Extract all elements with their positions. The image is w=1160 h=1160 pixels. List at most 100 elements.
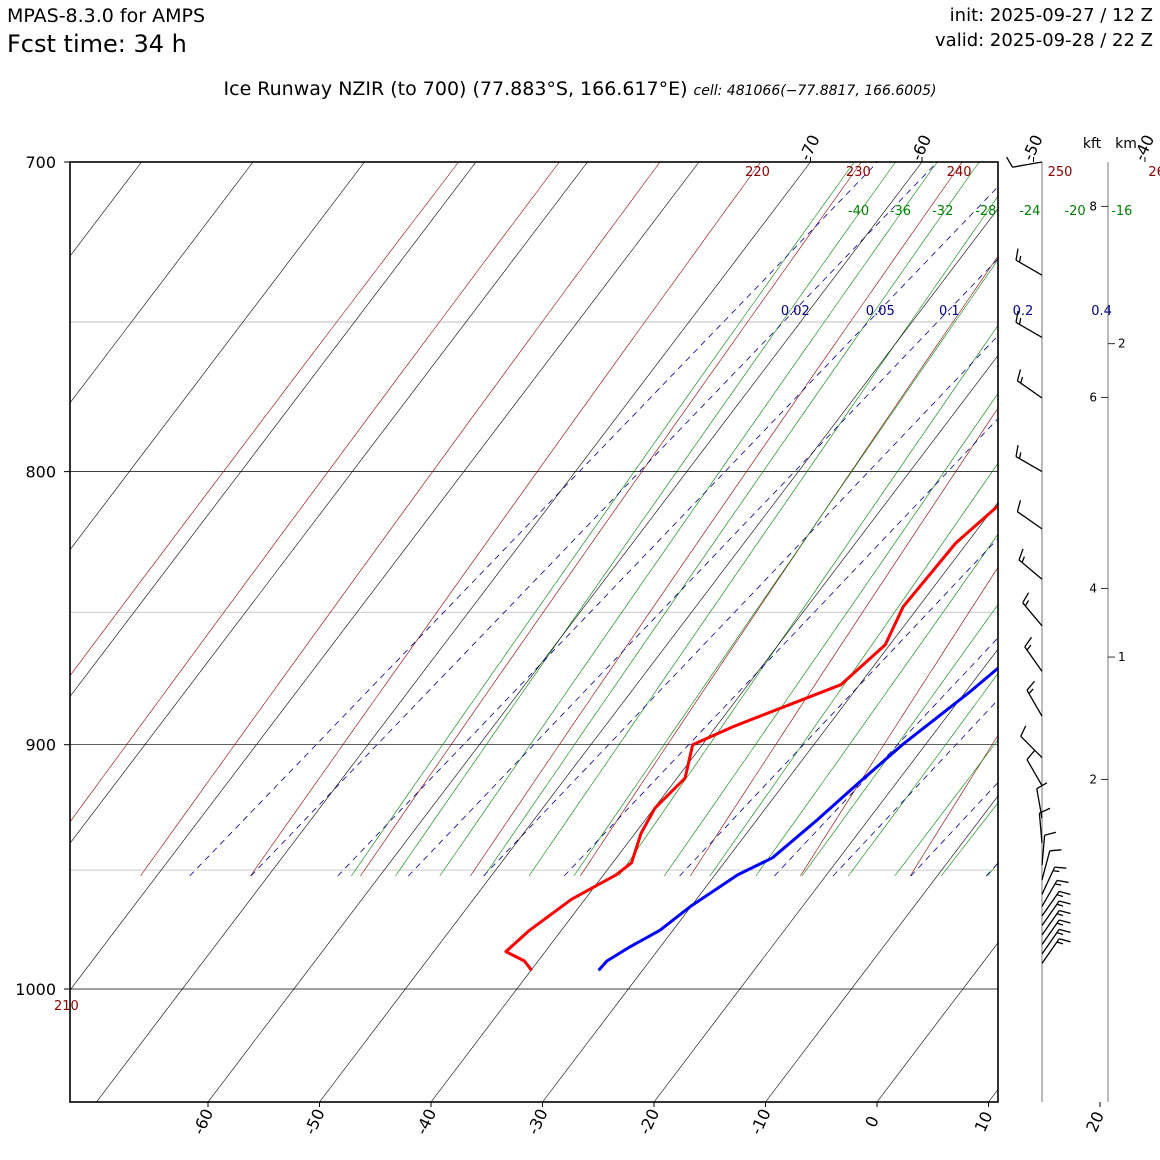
dry-adiabat-line [800,566,998,877]
wind-barb-feather [1059,900,1071,905]
dry-adiabat-line [470,162,963,877]
wind-barb-feather [1016,500,1022,512]
isotherm-line [70,162,365,551]
wind-barb-feather [1024,636,1033,648]
wind-barb-shaft [1041,900,1060,926]
moist-adiabat-line [351,162,855,877]
mixing-ratio-line [483,335,998,877]
wind-barb-feather [1020,725,1027,737]
dry-adiabat-line [909,734,998,877]
pressure-tick-label: 900 [25,736,56,755]
wind-barb-shaft [1041,891,1060,917]
wind-barb-feather [1018,548,1024,561]
valid-time: valid: 2025-09-28 / 22 Z [935,30,1153,51]
isotherm-line [70,162,477,698]
wind-barb-half-feather [1020,376,1024,384]
cell-label: cell: 481066(−77.8817, 166.6005) [693,83,937,99]
wind-barb-half-feather [1052,870,1060,873]
isotherm-line [70,162,588,844]
isotherm-line [0,162,30,1102]
wind-barb-shaft [1038,813,1043,844]
bottom-tick-label: -40 [412,1106,440,1138]
mixing-ratio-label: 0.2 [1013,304,1034,319]
dry-adiabat-line [70,162,560,823]
moist-adiabat-line [663,392,998,877]
wind-barb-shaft [1036,788,1043,819]
wind-barb-feather [1015,444,1019,457]
wind-barb-shaft [1041,866,1056,895]
wind-barb-feather [1006,156,1014,168]
isotherm-line [70,162,254,404]
wind-barb-feather [1039,807,1051,814]
moist-adiabat-line [618,324,998,877]
init-time: init: 2025-09-27 / 12 Z [949,5,1153,26]
top-tick-label: -50 [1018,132,1046,164]
dry-adiabat-label: 240 [947,165,972,180]
wind-barb-feather [1059,928,1071,934]
moist-adiabat-line [848,672,998,877]
wind-barb-half-feather [1054,883,1062,886]
mixing-ratio-line [250,162,938,877]
isotherm-line [96,162,811,1102]
isotherm-line [1100,162,1160,1102]
dry-adiabat-label: 220 [745,165,770,180]
moist-adiabat-label: -40 [848,204,869,219]
moist-adiabat-label: -16 [1111,204,1132,219]
mixing-ratio-line [1054,162,1160,876]
isotherm-line [988,1088,998,1102]
wind-barb-shaft [1015,321,1043,338]
model-name: MPAS-8.3.0 for AMPS [7,5,206,27]
wind-barb-feather [1015,310,1019,323]
isotherm-line [876,942,998,1102]
wind-barb-feather [1059,909,1071,915]
wind-barb-half-feather [1056,894,1064,898]
moist-adiabat-line [573,259,998,877]
dry-adiabat-label: 260 [1148,165,1160,180]
dry-adiabat-line [70,162,459,677]
isotherm-line [653,648,998,1102]
wind-barb-half-feather [1018,255,1022,263]
wind-barb-shaft [1022,602,1043,627]
wind-barb-shaft [1026,689,1043,717]
profiles [504,503,998,972]
moist-adiabat-label: -20 [1064,204,1085,219]
wind-barb-feather [1054,866,1067,869]
wind-barb-shaft [1017,380,1043,399]
moist-adiabat-line [439,162,938,877]
wind-barb-half-feather [1056,903,1064,907]
km-tick-label: 2 [1118,337,1126,351]
mixing-ratio-label: 0.1 [939,304,960,319]
mixing-ratio-line [832,699,998,877]
isotherm-line [319,208,998,1102]
wind-barb-feather [1022,592,1030,604]
mixing-ratio-line [679,537,998,877]
dry-adiabat-line [1020,162,1160,876]
background-lines [0,162,1160,1102]
kft-tick-label: 4 [1089,581,1097,595]
moist-adiabat-label: -28 [975,204,996,219]
moist-adiabat-label: -32 [932,204,953,219]
moist-adiabat-line [755,533,998,877]
wind-barb-shaft [1020,735,1043,759]
wind-barb-shaft [1041,929,1060,955]
moist-adiabat-line [894,739,998,877]
wind-barb-shaft [1041,835,1046,866]
isotherm-line [430,355,998,1102]
pressure-tick-label: 800 [25,463,56,482]
bottom-tick-label: -50 [300,1106,328,1138]
moist-adiabat-label: -36 [890,204,911,219]
wind-barb-shaft [1015,259,1043,276]
chart-title: Ice Runway NZIR (to 700) (77.883°S, 166.… [0,78,1160,100]
wind-barb-feather [1044,831,1057,836]
wind-barb-shaft [1017,511,1043,530]
wind-barb-shaft [1041,938,1060,964]
wind-barb-feather [1059,938,1071,943]
station-title: Ice Runway NZIR (to 700) (77.883°S, 166.… [223,78,688,100]
wind-barb-feather [1059,890,1071,896]
pressure-tick-label: 700 [25,153,56,172]
moist-adiabat-line [395,162,897,877]
dry-adiabat-line [360,162,862,877]
mixing-ratio-label: 0.02 [781,304,810,319]
wind-barb-feather [1036,782,1048,790]
wind-barb-half-feather [1018,452,1022,459]
